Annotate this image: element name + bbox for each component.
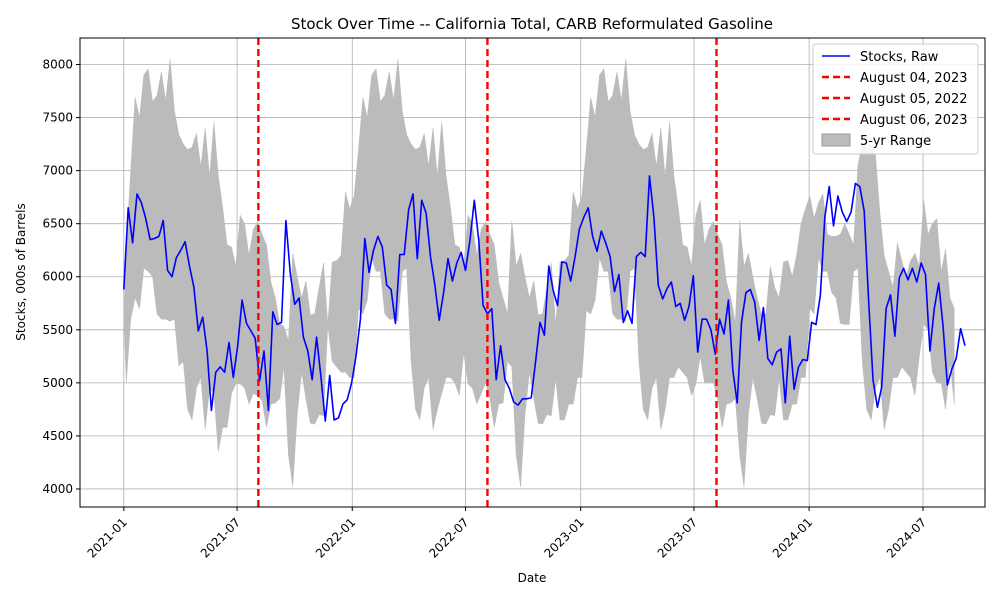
x-axis-title: Date (518, 571, 547, 585)
legend: Stocks, Raw August 04, 2023 August 05, 202… (812, 43, 979, 155)
y-tick-label: 7000 (42, 164, 73, 178)
y-axis-ticks: 4000 4500 5000 5500 6000 6500 7000 7500 8000 (42, 58, 80, 496)
august-markers (257, 38, 718, 507)
legend-label: Stocks, Raw (860, 50, 939, 65)
y-tick-label: 6500 (42, 217, 73, 231)
y-tick-label: 4000 (42, 482, 73, 496)
stocks-raw-line (123, 175, 966, 422)
five-year-range-band (123, 59, 955, 487)
legend-frame (812, 43, 979, 155)
y-tick-label: 6000 (42, 270, 73, 284)
plot-area-frame (79, 37, 986, 508)
range-band-area (123, 59, 955, 487)
legend-swatch-band (821, 133, 851, 147)
y-axis-title: Stocks, 000s of Barrels (14, 203, 28, 340)
y-tick-label: 7500 (42, 111, 73, 125)
y-tick-label: 4500 (42, 429, 73, 443)
chart-title: Stock Over Time -- California Total, CAR… (291, 15, 773, 33)
y-tick-label: 5500 (42, 323, 73, 337)
legend-label: August 06, 2023 (860, 113, 968, 128)
stocks-line-path (123, 175, 966, 422)
legend-label: 5-yr Range (860, 134, 931, 149)
legend-label: August 05, 2022 (860, 92, 968, 107)
legend-label: August 04, 2023 (860, 71, 968, 86)
y-tick-label: 8000 (42, 58, 73, 72)
y-tick-label: 5000 (42, 376, 73, 390)
